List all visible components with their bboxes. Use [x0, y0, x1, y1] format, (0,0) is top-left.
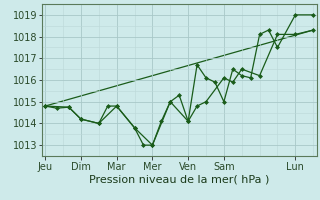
X-axis label: Pression niveau de la mer( hPa ): Pression niveau de la mer( hPa ) [89, 174, 269, 184]
